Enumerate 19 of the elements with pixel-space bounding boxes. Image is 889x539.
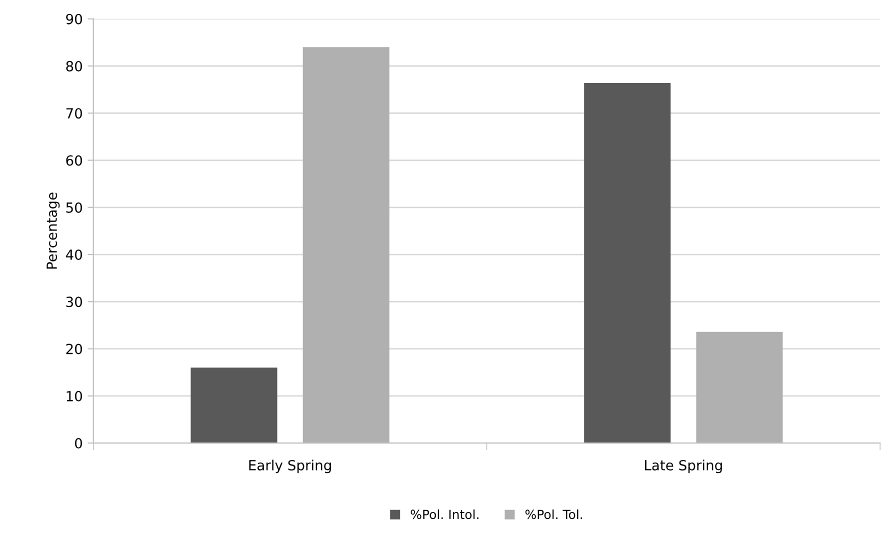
- legend-label: %Pol. Intol.: [410, 509, 478, 520]
- y-tick-label: 50: [66, 202, 82, 213]
- bar: [190, 368, 278, 444]
- bar: [696, 332, 783, 444]
- y-tick-label: 80: [66, 60, 82, 72]
- y-tick-label: 10: [66, 390, 82, 402]
- bar: [584, 82, 671, 444]
- x-tick-label: Late Spring: [645, 460, 722, 474]
- y-tick-label: 90: [66, 14, 82, 24]
- x-tick-label: Early Spring: [249, 460, 331, 474]
- y-tick-label: 60: [66, 155, 82, 166]
- y-axis-title: Percentage: [46, 192, 60, 269]
- y-tick-label: 20: [66, 344, 82, 354]
- y-tick-label: 70: [66, 108, 82, 119]
- y-tick-label: 30: [66, 296, 82, 308]
- legend-label: %Pol. Tol.: [525, 509, 582, 520]
- y-tick-label: 0: [75, 438, 82, 449]
- bar: [302, 47, 390, 444]
- y-tick-label: 40: [66, 249, 82, 260]
